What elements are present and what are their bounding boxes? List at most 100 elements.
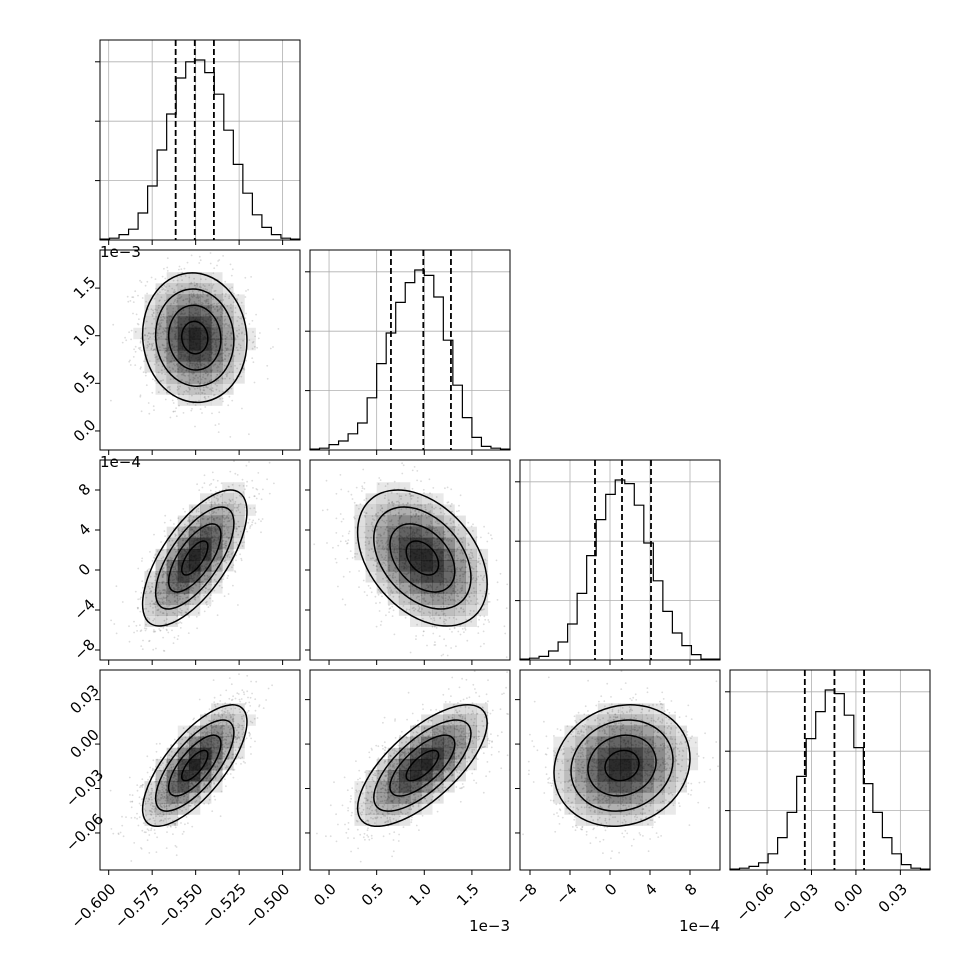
scatter-point: [446, 654, 449, 657]
scatter-point: [200, 582, 202, 584]
scatter-point: [181, 528, 184, 531]
scatter-point: [181, 285, 183, 287]
scatter-point: [152, 378, 154, 381]
scatter-point: [162, 567, 165, 570]
scatter-point: [433, 507, 435, 510]
scatter-point: [201, 392, 203, 394]
scatter-point: [216, 369, 219, 372]
density-bin: [155, 560, 167, 572]
scatter-point: [165, 330, 167, 333]
scatter-point: [212, 298, 214, 301]
scatter-point: [226, 374, 228, 377]
scatter-point: [191, 296, 194, 299]
density-bin: [177, 327, 190, 340]
scatter-point: [214, 308, 216, 310]
scatter-point: [232, 301, 235, 304]
scatter-point: [313, 543, 316, 546]
scatter-point: [418, 589, 421, 591]
scatter-point: [457, 595, 459, 598]
scatter-point: [202, 376, 204, 379]
scatter-point: [227, 550, 230, 553]
scatter-point: [227, 324, 230, 327]
scatter-point: [459, 568, 462, 571]
scatter-point: [239, 494, 241, 497]
scatter-point: [235, 526, 238, 529]
scatter-point: [145, 607, 148, 610]
scatter-point: [463, 573, 465, 576]
scatter-point: [479, 562, 482, 565]
density-bin: [233, 504, 245, 516]
scatter-point: [386, 586, 389, 589]
scatter-point: [234, 307, 237, 309]
scatter-point: [152, 309, 154, 312]
density-bin: [144, 571, 156, 583]
scatter-point: [403, 487, 406, 489]
scatter-point: [172, 302, 175, 305]
scatter-point: [452, 521, 455, 524]
scatter-point: [388, 564, 391, 567]
scatter-point: [214, 424, 217, 426]
scatter-point: [213, 290, 216, 292]
scatter-point: [464, 581, 466, 584]
scatter-point: [390, 520, 393, 523]
scatter-point: [169, 378, 172, 381]
scatter-point: [144, 334, 147, 337]
scatter-point: [456, 583, 459, 586]
scatter-point: [200, 581, 203, 584]
scatter-point: [158, 300, 161, 302]
scatter-point: [140, 629, 143, 632]
scatter-point: [159, 349, 161, 352]
scatter-point: [367, 584, 370, 587]
scatter-point: [400, 514, 403, 517]
scatter-point: [375, 558, 378, 561]
density-bin: [166, 383, 179, 395]
scatter-point: [165, 347, 168, 350]
scatter-point: [153, 533, 155, 536]
scatter-point: [207, 606, 210, 608]
scatter-point: [480, 574, 482, 577]
scatter-point: [448, 538, 451, 541]
scatter-point: [432, 632, 435, 635]
scatter-point: [121, 341, 124, 344]
scatter-point: [227, 485, 230, 488]
scatter-point: [438, 522, 440, 525]
scatter-point: [228, 536, 231, 539]
scatter-point: [198, 262, 201, 264]
scatter-point: [432, 594, 434, 596]
scatter-point: [164, 327, 167, 329]
scatter-point: [218, 518, 221, 520]
scatter-point: [194, 526, 197, 529]
scatter-point: [326, 542, 328, 544]
scatter-point: [240, 375, 243, 378]
scatter-point: [384, 522, 387, 524]
scatter-point: [188, 276, 191, 279]
scatter-point: [392, 514, 395, 517]
scatter-point: [184, 523, 186, 526]
scatter-point: [184, 287, 187, 289]
scatter-point: [182, 508, 185, 510]
scatter-point: [202, 302, 204, 305]
scatter-point: [154, 470, 156, 472]
scatter-point: [212, 306, 215, 308]
scatter-point: [197, 290, 200, 292]
scatter-point: [192, 293, 195, 296]
density-bin: [233, 515, 245, 527]
density-bin: [398, 548, 411, 561]
scatter-point: [482, 623, 485, 626]
scatter-point: [226, 520, 229, 523]
scatter-point: [253, 381, 256, 384]
scatter-point: [422, 617, 424, 620]
density-bin: [376, 504, 389, 516]
scatter-point: [205, 587, 207, 589]
scatter-point: [176, 300, 179, 303]
scatter-point: [205, 300, 207, 303]
scatter-point: [235, 530, 238, 533]
panel-frame: [309, 249, 511, 451]
scatter-point: [187, 531, 190, 533]
scatter-point: [200, 523, 203, 525]
scatter-point: [187, 520, 190, 523]
scatter-point: [233, 292, 236, 295]
scatter-point: [391, 560, 393, 563]
scatter-point: [179, 595, 182, 598]
scatter-point: [182, 373, 184, 376]
